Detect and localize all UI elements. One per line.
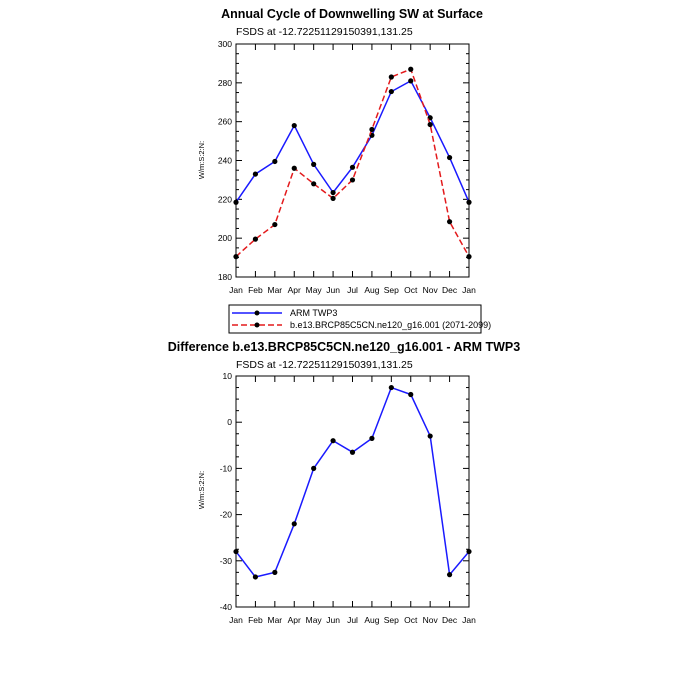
- data-point: [272, 221, 278, 228]
- y-tick-label: 280: [218, 78, 232, 88]
- x-tick-label: Sep: [384, 285, 399, 295]
- data-point: [349, 177, 356, 183]
- data-point: [233, 254, 239, 260]
- data-point: [330, 189, 336, 196]
- data-point: [291, 165, 297, 171]
- data-point: [272, 158, 278, 165]
- x-tick-label: Feb: [248, 615, 263, 625]
- y-tick-label: 300: [218, 39, 232, 49]
- y-tick-label: -40: [220, 602, 233, 612]
- chart2-subtitle: FSDS at -12.72251129150391,131.25: [236, 359, 413, 371]
- data-point: [466, 254, 472, 260]
- chart1-legend: ARM TWP3 b.e13.BRCP85C5CN.ne120_g16.001 …: [228, 304, 491, 334]
- data-point: [388, 384, 394, 391]
- x-tick-label: Jan: [229, 615, 243, 625]
- series-line-0: [235, 386, 470, 578]
- x-tick-label: Sep: [384, 615, 399, 625]
- data-point: [388, 74, 394, 80]
- x-tick-label: Dec: [442, 615, 458, 625]
- chart1-plot-area: 180 200 220 240 260 280 300 Jan Feb Mar Apr May Jun J…: [218, 39, 476, 295]
- y-tick-label: 180: [218, 272, 232, 282]
- x-tick-label: Apr: [288, 615, 301, 625]
- y-tick-label: -20: [220, 510, 233, 520]
- data-point: [446, 219, 453, 225]
- data-point: [349, 449, 356, 455]
- data-point: [311, 161, 317, 167]
- x-tick-label: Jan: [462, 615, 476, 625]
- legend-label-model: b.e13.BRCP85C5CN.ne120_g16.001 (2071-209…: [290, 320, 491, 330]
- data-point: [446, 154, 453, 161]
- x-tick-label: Mar: [268, 615, 283, 625]
- data-point: [388, 88, 394, 95]
- chart1-ylabel: W/m:S:2:N:: [197, 141, 206, 179]
- data-point: [408, 391, 414, 398]
- x-tick-label: May: [306, 285, 323, 295]
- x-tick-label: Aug: [364, 615, 379, 625]
- legend-label-arm-twp3: ARM TWP3: [290, 308, 337, 318]
- y-tick-label: 0: [227, 417, 232, 427]
- x-tick-label: Nov: [423, 285, 439, 295]
- chart2-plot-area: -40 -30 -20 -10 0 10 Jan Feb Mar Apr May Jun Jul Aug S…: [220, 371, 476, 625]
- x-tick-label: Jan: [462, 285, 476, 295]
- data-point: [408, 78, 414, 84]
- x-tick-label: Jun: [326, 285, 340, 295]
- data-point: [252, 574, 259, 580]
- plot-frame: [235, 375, 470, 608]
- x-tick-label: Feb: [248, 285, 263, 295]
- data-point: [311, 181, 317, 187]
- x-tick-label: Oct: [404, 615, 418, 625]
- x-tick-label: Jun: [326, 615, 340, 625]
- data-point: [233, 548, 239, 555]
- plot-frame: [235, 43, 470, 278]
- chart1-subtitle: FSDS at -12.72251129150391,131.25: [236, 26, 413, 38]
- x-tick-label: Mar: [268, 285, 283, 295]
- legend-entry-arm-twp3: ARM TWP3: [232, 308, 337, 318]
- chart2-ylabel: W/m:S:2:N:: [197, 471, 206, 509]
- data-point: [311, 465, 317, 471]
- y-tick-label: 240: [218, 156, 232, 166]
- data-point: [233, 199, 239, 205]
- y-tick-label: 260: [218, 117, 232, 127]
- y-tick-label: -30: [220, 556, 233, 566]
- data-point: [252, 171, 259, 177]
- y-tick-label: 10: [223, 371, 233, 381]
- data-point: [291, 122, 297, 129]
- data-point: [330, 195, 336, 201]
- x-tick-label: May: [306, 615, 323, 625]
- x-tick-label: Oct: [404, 285, 418, 295]
- data-point: [427, 433, 433, 439]
- data-point: [369, 435, 375, 441]
- x-tick-label: Aug: [364, 285, 379, 295]
- data-point: [349, 164, 356, 170]
- x-tick-label: Jul: [347, 285, 358, 295]
- data-point: [330, 438, 336, 444]
- data-point: [466, 548, 472, 555]
- data-point: [252, 236, 259, 242]
- x-tick-label: Nov: [423, 615, 439, 625]
- data-point: [369, 126, 375, 133]
- chart2-title: Difference b.e13.BRCP85C5CN.ne120_g16.00…: [168, 340, 520, 354]
- y-tick-label: 200: [218, 233, 232, 243]
- series-line-1: [235, 68, 470, 258]
- x-tick-label: Jul: [347, 615, 358, 625]
- data-point: [272, 569, 278, 575]
- chart1-title: Annual Cycle of Downwelling SW at Surfac…: [221, 7, 483, 21]
- x-tick-label: Apr: [288, 285, 301, 295]
- y-tick-label: -10: [220, 463, 233, 473]
- data-point: [427, 121, 433, 128]
- data-point: [291, 521, 297, 527]
- y-tick-label: 220: [218, 194, 232, 204]
- data-point: [466, 199, 472, 205]
- data-point: [446, 572, 453, 578]
- x-tick-label: Dec: [442, 285, 458, 295]
- data-point: [408, 66, 414, 72]
- legend-entry-model: b.e13.BRCP85C5CN.ne120_g16.001 (2071-209…: [232, 320, 491, 330]
- x-tick-label: Jan: [229, 285, 243, 295]
